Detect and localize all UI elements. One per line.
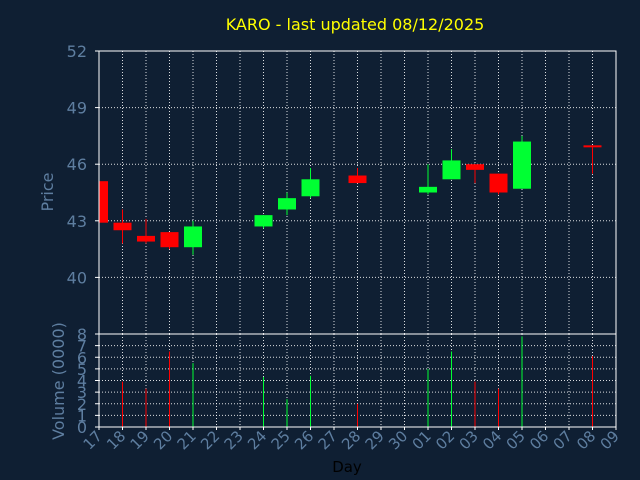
volume-tick-label: 1: [77, 406, 87, 425]
x-tick-label: 26: [291, 427, 317, 453]
volume-tick-label: 2: [77, 395, 87, 414]
x-tick-label: 24: [244, 427, 270, 453]
candle-body: [583, 145, 602, 148]
volume-tick-label: 0: [77, 418, 87, 437]
candle-body: [278, 198, 296, 210]
candle: [513, 135, 531, 189]
candle: [489, 173, 508, 195]
price-grid: [99, 51, 616, 334]
candle: [98, 181, 108, 223]
price-tick-label: 40: [67, 268, 87, 287]
candle-body: [466, 164, 484, 170]
chart-title: KARO - last updated 08/12/2025: [226, 15, 485, 34]
x-tick-label: 23: [221, 427, 247, 453]
candle-body: [254, 215, 273, 227]
candle: [442, 149, 461, 180]
x-axis-label: Day: [332, 458, 362, 476]
x-tick-label: 20: [150, 427, 176, 453]
x-tick-label: 30: [385, 427, 411, 453]
x-tick-label: 25: [268, 427, 294, 453]
candle: [160, 232, 179, 250]
candle-body: [419, 186, 437, 193]
candle: [583, 145, 602, 174]
price-panel: 40 43 46 49 52 Price: [38, 42, 617, 335]
volume-tick-label: 3: [77, 383, 87, 402]
price-axis-label: Price: [38, 172, 57, 211]
candle-body: [513, 141, 531, 189]
candle: [301, 167, 320, 199]
volume-tick-label: 5: [77, 360, 87, 379]
x-tick-label: 18: [103, 427, 129, 453]
x-tick-label: 21: [174, 427, 200, 453]
x-tick-label: 08: [573, 427, 599, 453]
candle-body: [442, 160, 461, 180]
price-tick-label: 46: [67, 155, 87, 174]
candle-body: [160, 232, 179, 248]
x-tick-label: 28: [338, 427, 364, 453]
candle: [113, 209, 132, 244]
x-tick-label: 04: [479, 427, 505, 453]
x-tick-label: 05: [503, 427, 529, 453]
candle: [348, 167, 367, 184]
candle: [419, 164, 437, 195]
candle: [254, 215, 273, 229]
price-tick-label: 49: [67, 99, 87, 118]
x-tick-label: 27: [315, 427, 341, 453]
volume-tick-label: 6: [77, 348, 87, 367]
candle-body: [99, 181, 108, 223]
x-tick-label: 02: [432, 427, 458, 453]
volume-tick-label: 4: [77, 372, 87, 391]
candle-body: [184, 226, 202, 248]
volume-tick-label: 7: [77, 337, 87, 356]
price-tick-label: 43: [67, 212, 87, 231]
x-tick-label: 07: [550, 427, 576, 453]
candle-body: [113, 222, 132, 231]
candle-body: [301, 179, 320, 197]
x-tick-label: 01: [409, 427, 435, 453]
candle-body: [137, 235, 155, 242]
volume-bars: [122, 336, 593, 427]
candle-body: [489, 173, 508, 193]
x-tick-label: 09: [597, 427, 623, 453]
volume-tick-label: 8: [77, 325, 87, 344]
candle: [278, 192, 296, 216]
candle: [137, 218, 155, 244]
x-tick-label: 22: [197, 427, 223, 453]
x-axis-ticks: 1718192021222324252627282930010203040506…: [80, 427, 623, 453]
volume-axis-label: Volume (0000): [49, 322, 68, 440]
candle-body: [348, 175, 367, 184]
x-tick-label: 03: [456, 427, 482, 453]
x-tick-label: 19: [127, 427, 153, 453]
x-tick-label: 06: [526, 427, 552, 453]
price-tick-label: 52: [67, 42, 87, 61]
x-tick-label: 29: [362, 427, 388, 453]
price-y-ticks: 40 43 46 49 52: [67, 42, 99, 287]
candle: [184, 220, 202, 255]
candle: [466, 164, 484, 184]
price-candles: [98, 135, 602, 255]
